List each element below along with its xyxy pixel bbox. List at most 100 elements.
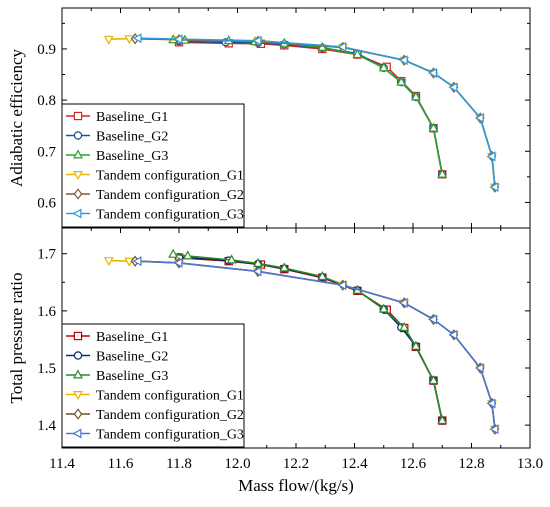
data-point — [226, 254, 237, 264]
data-point — [396, 76, 407, 86]
data-point — [173, 34, 183, 45]
y-axis-label: Total pressure ratio — [7, 273, 26, 404]
legend-item-tandem-configuration-g3: Tandem configuration_G3 — [66, 428, 244, 443]
data-point — [252, 266, 262, 277]
y-tick-label: 1.4 — [37, 418, 56, 434]
series-tandem-configuration-g3 — [132, 256, 499, 435]
legend-label: Baseline_G3 — [96, 149, 168, 164]
legend-item-tandem-configuration-g1: Tandem configuration_G1 — [66, 169, 244, 184]
legend-label: Tandem configuration_G3 — [96, 428, 244, 443]
legend-marker — [73, 369, 83, 379]
x-tick-label: 11.6 — [108, 456, 134, 472]
data-point — [437, 415, 448, 425]
data-point — [486, 151, 496, 162]
data-point — [437, 168, 448, 178]
legend-item-tandem-configuration-g2: Tandem configuration_G2 — [66, 188, 244, 203]
y-tick-label: 0.9 — [37, 42, 56, 58]
data-point — [427, 314, 437, 325]
legend-marker — [72, 208, 82, 219]
data-point — [427, 68, 437, 78]
data-point — [317, 271, 328, 281]
data-point — [124, 257, 135, 267]
legend-item-baseline-g3: Baseline_G3 — [66, 369, 168, 384]
data-point — [279, 262, 290, 272]
legend-label: Tandem configuration_G2 — [96, 188, 244, 203]
legend-marker — [72, 428, 82, 439]
data-point — [252, 35, 262, 46]
legend-marker — [73, 111, 83, 121]
data-point — [124, 35, 135, 45]
data-point — [182, 250, 193, 260]
legend-marker — [73, 171, 83, 181]
data-point — [103, 257, 114, 267]
legend-label: Baseline_G2 — [96, 130, 168, 145]
legend-marker — [73, 188, 83, 200]
x-tick-label: 12.0 — [224, 456, 250, 472]
legend-item-tandem-configuration-g2: Tandem configuration_G2 — [66, 408, 244, 423]
x-tick-label: 11.8 — [166, 456, 192, 472]
legend-marker — [73, 408, 83, 420]
x-tick-label: 11.4 — [49, 456, 75, 472]
legend-marker — [73, 149, 83, 159]
legend-box — [61, 103, 245, 228]
data-point — [173, 257, 183, 268]
y-tick-label: 1.6 — [37, 304, 56, 320]
data-point — [428, 375, 439, 385]
y-tick-label: 0.8 — [37, 93, 56, 109]
x-axis-label: Mass flow/(kg/s) — [238, 476, 354, 495]
x-tick-label: 12.2 — [283, 456, 309, 472]
y-tick-label: 0.6 — [37, 195, 56, 211]
data-point — [132, 33, 142, 44]
y-axis-label: Adiabatic efficiency — [7, 49, 26, 187]
legend-label: Baseline_G1 — [96, 330, 168, 345]
x-tick-label: 12.6 — [400, 456, 427, 472]
data-point — [486, 398, 496, 409]
series-line — [137, 260, 496, 430]
data-point — [132, 256, 142, 267]
legend-marker — [73, 131, 83, 140]
legend: Baseline_G1 Baseline_G2 Baseline_G3 Tandem … — [61, 103, 245, 228]
series-line — [137, 37, 496, 188]
panel-top: 0.6 0.7 0.8 0.9 Adiabatic efficiency Baseline… — [7, 7, 531, 229]
data-point — [448, 82, 458, 93]
legend-label: Baseline_G1 — [96, 110, 168, 125]
legend-marker — [73, 391, 83, 401]
legend-item-baseline-g1: Baseline_G1 — [66, 110, 168, 125]
legend-label: Tandem configuration_G3 — [96, 208, 244, 223]
x-tick-label: 12.4 — [341, 456, 368, 472]
data-point — [337, 280, 347, 291]
legend-label: Tandem configuration_G1 — [96, 389, 244, 404]
data-point — [378, 62, 389, 72]
panel-bottom: 1.4 1.5 1.6 1.7 Total pressure ratio Baseline… — [7, 227, 531, 449]
data-point — [489, 182, 499, 193]
data-point — [410, 91, 421, 101]
data-point — [448, 329, 458, 340]
legend-item-baseline-g2: Baseline_G2 — [66, 350, 168, 365]
data-point — [474, 113, 484, 123]
data-point — [410, 340, 421, 350]
legend-marker — [73, 351, 83, 360]
legend-item-tandem-configuration-g1: Tandem configuration_G1 — [66, 389, 244, 404]
legend-item-baseline-g2: Baseline_G2 — [66, 130, 168, 145]
data-point — [474, 363, 484, 373]
data-point — [398, 55, 408, 66]
x-tick-label: 12.8 — [458, 456, 484, 472]
legend-item-tandem-configuration-g3: Tandem configuration_G3 — [66, 208, 244, 223]
x-tick-label: 13.0 — [517, 456, 543, 472]
legend-item-baseline-g3: Baseline_G3 — [66, 149, 168, 164]
data-point — [399, 321, 410, 331]
legend-label: Baseline_G2 — [96, 350, 168, 365]
series-tandem-configuration-g3 — [132, 33, 499, 193]
data-point — [398, 297, 408, 308]
y-tick-label: 1.7 — [37, 247, 56, 263]
legend-marker — [73, 331, 83, 341]
y-tick-label: 1.5 — [37, 361, 56, 377]
data-point — [103, 35, 114, 45]
data-point — [489, 424, 499, 435]
legend-label: Tandem configuration_G2 — [96, 408, 244, 423]
data-point — [337, 41, 347, 52]
legend: Baseline_G1 Baseline_G2 Baseline_G3 Tandem … — [61, 323, 245, 448]
legend-box — [61, 323, 245, 448]
